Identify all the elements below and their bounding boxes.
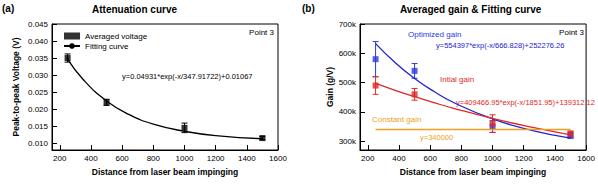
svg-text:800: 800	[455, 154, 469, 163]
svg-text:Point 3: Point 3	[249, 28, 274, 37]
svg-text:0.020: 0.020	[28, 105, 49, 114]
svg-text:y=340000: y=340000	[420, 133, 453, 142]
svg-text:200: 200	[361, 154, 375, 163]
svg-text:Distance from laser beam impin: Distance from laser beam impinging	[400, 167, 546, 177]
svg-text:400k: 400k	[339, 107, 357, 116]
svg-text:Attenuation curve: Attenuation curve	[92, 4, 177, 15]
svg-text:1000: 1000	[176, 154, 194, 163]
svg-text:0.015: 0.015	[28, 122, 49, 131]
svg-text:Averaged voltage: Averaged voltage	[85, 32, 148, 41]
svg-text:Constant gain: Constant gain	[372, 115, 421, 124]
svg-text:0.030: 0.030	[28, 71, 49, 80]
svg-text:y=0.04931*exp(-x/347.91722)+0.: y=0.04931*exp(-x/347.91722)+0.01067	[122, 72, 253, 81]
svg-text:0.010: 0.010	[28, 139, 49, 148]
svg-text:600k: 600k	[339, 49, 357, 58]
svg-text:Peak-to-peak Voltage (V): Peak-to-peak Voltage (V)	[11, 37, 21, 136]
svg-text:Distance from laser beam impin: Distance from laser beam impinging	[92, 167, 238, 177]
svg-text:500k: 500k	[339, 78, 357, 87]
svg-text:Gain (g/V): Gain (g/V)	[325, 67, 335, 107]
svg-text:Fitting curve: Fitting curve	[85, 42, 129, 51]
svg-text:(b): (b)	[302, 3, 315, 14]
svg-text:1400: 1400	[238, 154, 256, 163]
svg-text:Intial gain: Intial gain	[440, 75, 474, 84]
svg-text:600: 600	[423, 154, 437, 163]
svg-text:Point 3: Point 3	[559, 28, 584, 37]
svg-text:800: 800	[147, 154, 161, 163]
svg-text:700k: 700k	[339, 20, 357, 29]
svg-text:0.025: 0.025	[28, 88, 49, 97]
svg-text:400: 400	[392, 154, 406, 163]
svg-text:Optimized gain: Optimized gain	[408, 30, 461, 39]
svg-text:200: 200	[53, 154, 67, 163]
svg-text:1000: 1000	[484, 154, 502, 163]
svg-text:600: 600	[115, 154, 129, 163]
svg-text:1400: 1400	[546, 154, 564, 163]
svg-text:(a): (a)	[2, 3, 14, 14]
svg-text:y=409466.95*exp(-x/1851.95)+13: y=409466.95*exp(-x/1851.95)+139312.12	[456, 98, 595, 107]
svg-text:y=554397*exp(-x/666.828)+25227: y=554397*exp(-x/666.828)+252276.26	[436, 41, 564, 50]
svg-text:300k: 300k	[339, 137, 357, 146]
svg-text:0.045: 0.045	[28, 20, 49, 29]
svg-text:0.035: 0.035	[28, 54, 49, 63]
svg-text:400: 400	[84, 154, 98, 163]
svg-text:1200: 1200	[207, 154, 225, 163]
svg-text:1600: 1600	[269, 154, 287, 163]
svg-text:1600: 1600	[577, 154, 595, 163]
svg-text:Averaged gain & Fitting curve: Averaged gain & Fitting curve	[400, 4, 542, 15]
svg-text:0.040: 0.040	[28, 37, 49, 46]
svg-text:1200: 1200	[515, 154, 533, 163]
